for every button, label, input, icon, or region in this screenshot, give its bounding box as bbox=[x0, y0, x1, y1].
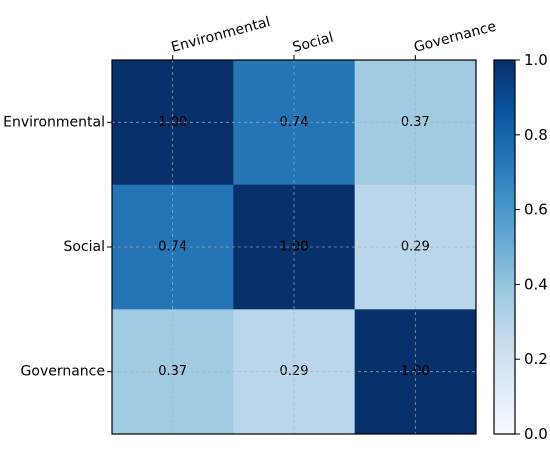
colorbar-tick-label: 0.0 bbox=[524, 425, 548, 443]
x-tick-label-environmental: Environmental bbox=[170, 14, 273, 56]
x-axis-ticks: Environmental Social Governance bbox=[170, 14, 498, 60]
colorbar-frame bbox=[493, 59, 516, 435]
colorbar-tick-label: 0.4 bbox=[524, 275, 548, 293]
x-tick-label-governance: Governance bbox=[412, 19, 498, 56]
colorbar: 0.0 0.2 0.4 0.6 0.8 1.0 bbox=[493, 51, 548, 443]
colorbar-gradient bbox=[494, 60, 515, 434]
heatmap-gridlines bbox=[112, 60, 476, 434]
colorbar-ticks: 0.0 0.2 0.4 0.6 0.8 1.0 bbox=[515, 51, 548, 443]
colorbar-tick-label: 0.2 bbox=[524, 350, 548, 368]
x-tick-label-social: Social bbox=[291, 30, 335, 56]
y-tick-label-social: Social bbox=[63, 239, 105, 255]
y-tick-label-governance: Governance bbox=[21, 364, 105, 380]
colorbar-tick-label: 1.0 bbox=[524, 51, 548, 69]
colorbar-tick-label: 0.6 bbox=[524, 201, 548, 219]
y-tick-label-environmental: Environmental bbox=[3, 114, 105, 130]
colorbar-tick-label: 0.8 bbox=[524, 126, 548, 144]
cell-value-label: 1.00 bbox=[401, 364, 430, 379]
y-axis-ticks: Environmental Social Governance bbox=[3, 114, 112, 380]
